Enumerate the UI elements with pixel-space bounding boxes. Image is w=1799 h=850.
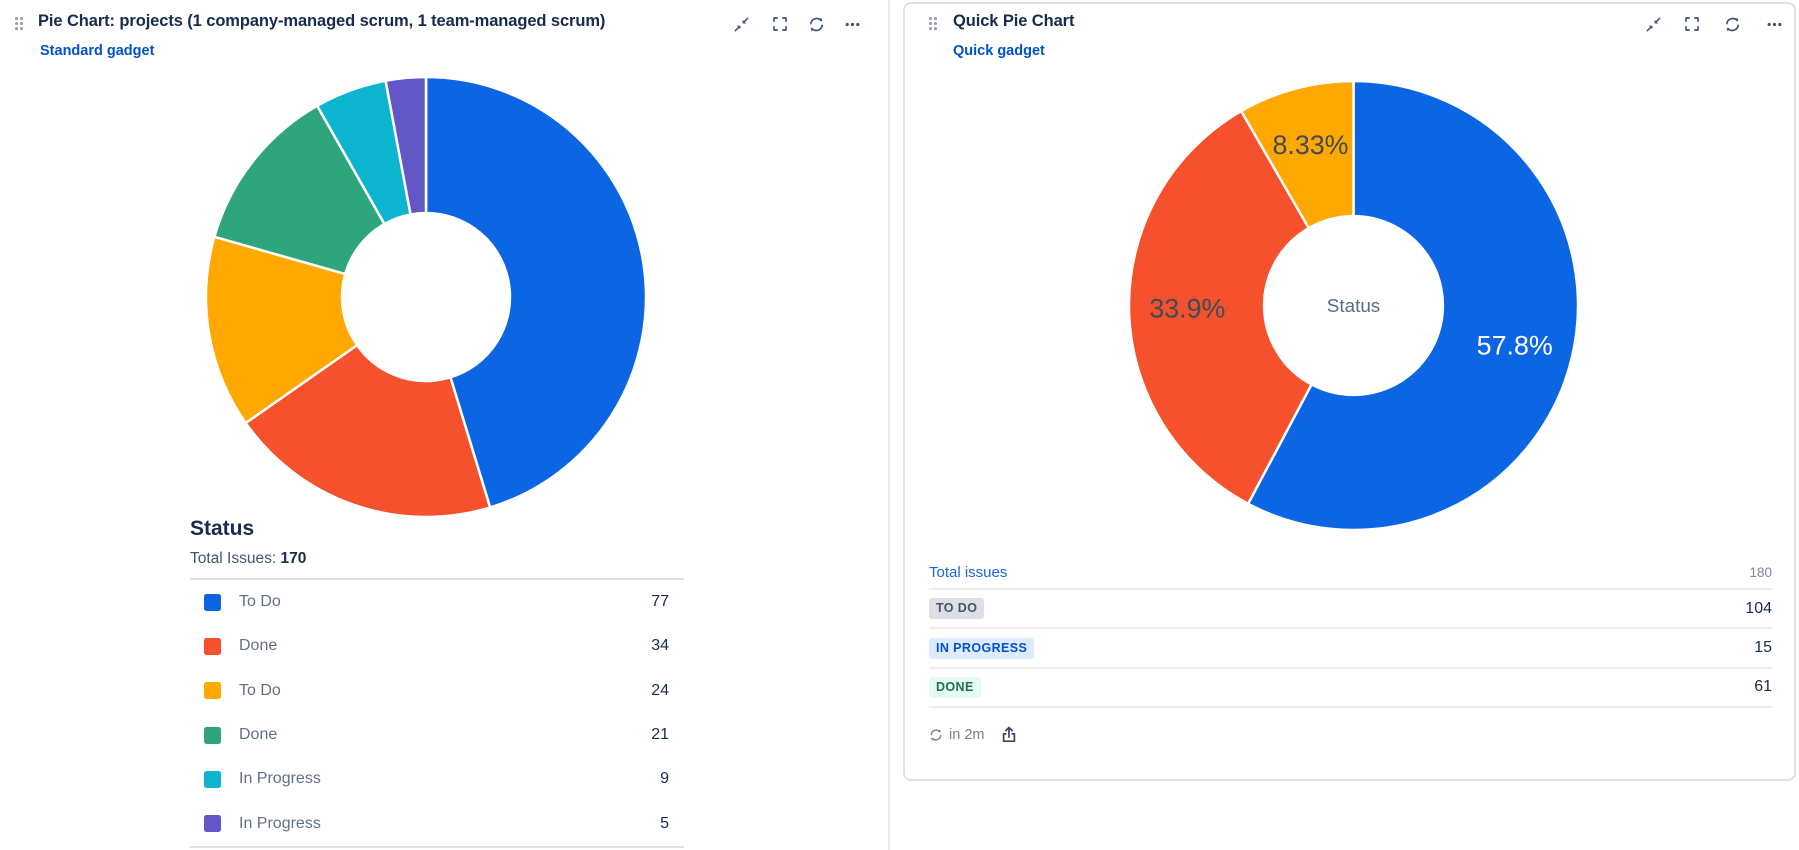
pie-chart-standard[interactable] (204, 75, 648, 519)
chart-stat-type-heading: Status (190, 517, 255, 540)
pie-percent-label: 57.8% (1477, 331, 1553, 361)
quick-gadget-link[interactable]: Quick gadget (953, 43, 1045, 59)
more-icon (845, 22, 859, 26)
more-button[interactable] (838, 10, 866, 38)
pie-slice-2[interactable] (204, 235, 359, 425)
drag-handle-icon[interactable] (929, 17, 937, 30)
legend-swatch (204, 726, 221, 744)
legend-swatch (204, 682, 221, 700)
pie-slice-2[interactable] (1239, 79, 1355, 230)
drag-handle-icon[interactable] (15, 17, 23, 30)
pie-slice-1[interactable] (1127, 109, 1314, 506)
expand-button[interactable] (766, 10, 794, 38)
refresh-countdown: in 2m (949, 727, 985, 743)
expand-button[interactable] (1678, 10, 1706, 38)
pie-percent-label: 8.33% (1272, 130, 1348, 160)
legend-row: In Progress 9 (190, 757, 684, 801)
status-table-rows: TO DO 104 IN PROGRESS 15 DONE 61 (929, 590, 1772, 709)
legend-row: To Do 24 (190, 669, 684, 713)
legend-row: To Do 77 (190, 580, 684, 624)
legend-swatch (204, 637, 221, 655)
pie-slice-5[interactable] (384, 75, 428, 216)
fullscreen-icon (773, 17, 787, 31)
donut-chart: 57.8% 33.9% 8.33% Status (1127, 79, 1580, 532)
legend-label: Done (239, 726, 278, 744)
minimize-button[interactable] (727, 10, 755, 38)
standard-gadget-link[interactable]: Standard gadget (40, 43, 155, 59)
legend-swatch (204, 770, 221, 788)
refresh-icon (1725, 17, 1739, 31)
auto-refresh-button[interactable]: in 2m (929, 727, 984, 743)
gadget-title: Pie Chart: projects (1 company-managed s… (38, 12, 606, 30)
total-issues-line: Total Issues: 170 (190, 550, 306, 568)
legend-label: To Do (239, 681, 281, 699)
legend-value: 9 (660, 770, 669, 788)
gadget-title: Quick Pie Chart (953, 12, 1075, 30)
status-table-row: TO DO 104 (929, 590, 1772, 630)
minimize-button[interactable] (1639, 10, 1667, 38)
legend-value: 21 (651, 726, 669, 744)
column-divider (888, 0, 890, 850)
total-issues-value: 170 (280, 550, 307, 567)
pie-chart-quick[interactable]: 57.8% 33.9% 8.33% Status (1127, 79, 1580, 532)
legend-swatch (204, 815, 221, 833)
total-issues-link[interactable]: Total issues (929, 563, 1008, 581)
legend-label: Done (239, 637, 278, 655)
pie-center-label: Status (1327, 295, 1380, 316)
gadget-footer: in 2m (929, 722, 1019, 748)
total-issues-count: 180 (1749, 564, 1772, 580)
total-issues-label: Total Issues: (190, 550, 277, 567)
status-count: 104 (1745, 599, 1772, 617)
status-count: 61 (1754, 678, 1772, 696)
status-badge-inprogress[interactable]: IN PROGRESS (929, 637, 1035, 659)
status-table-header: Total issues 180 (929, 556, 1772, 590)
status-table-row: DONE 61 (929, 669, 1772, 709)
pie-legend: To Do 77 Done 34 To Do 24 Done 21 In Pro… (190, 578, 684, 848)
donut-chart (204, 75, 648, 519)
legend-row: In Progress 5 (190, 801, 684, 845)
status-table-row: IN PROGRESS 15 (929, 629, 1772, 669)
share-button[interactable] (999, 725, 1019, 745)
legend-value: 34 (651, 637, 669, 655)
refresh-icon (809, 17, 823, 31)
legend-label: In Progress (239, 770, 321, 788)
legend-value: 77 (651, 593, 669, 611)
legend-row: Done 34 (190, 624, 684, 668)
minimize-icon (1646, 17, 1660, 31)
legend-label: In Progress (239, 814, 321, 832)
refresh-button[interactable] (1718, 10, 1746, 38)
status-badge-todo[interactable]: TO DO (929, 598, 985, 620)
pie-slice-0[interactable] (1246, 79, 1580, 532)
legend-row: Done 21 (190, 713, 684, 757)
fullscreen-icon (1685, 17, 1699, 31)
legend-value: 5 (660, 814, 669, 832)
status-count: 15 (1754, 639, 1772, 657)
legend-swatch (204, 593, 221, 611)
refresh-button[interactable] (802, 10, 830, 38)
more-icon (1767, 22, 1781, 26)
status-badge-done[interactable]: DONE (929, 676, 981, 698)
minimize-icon (734, 17, 748, 31)
legend-label: To Do (239, 593, 281, 611)
status-table: Total issues 180 TO DO 104 IN PROGRESS 1… (929, 556, 1772, 709)
pie-slice-3[interactable] (212, 104, 387, 276)
share-icon (1003, 726, 1016, 743)
more-button[interactable] (1760, 10, 1788, 38)
pie-percent-label: 33.9% (1149, 293, 1225, 323)
pie-slice-1[interactable] (243, 343, 492, 519)
refresh-icon (930, 729, 942, 741)
pie-slice-0[interactable] (424, 75, 648, 510)
legend-value: 24 (651, 681, 669, 699)
